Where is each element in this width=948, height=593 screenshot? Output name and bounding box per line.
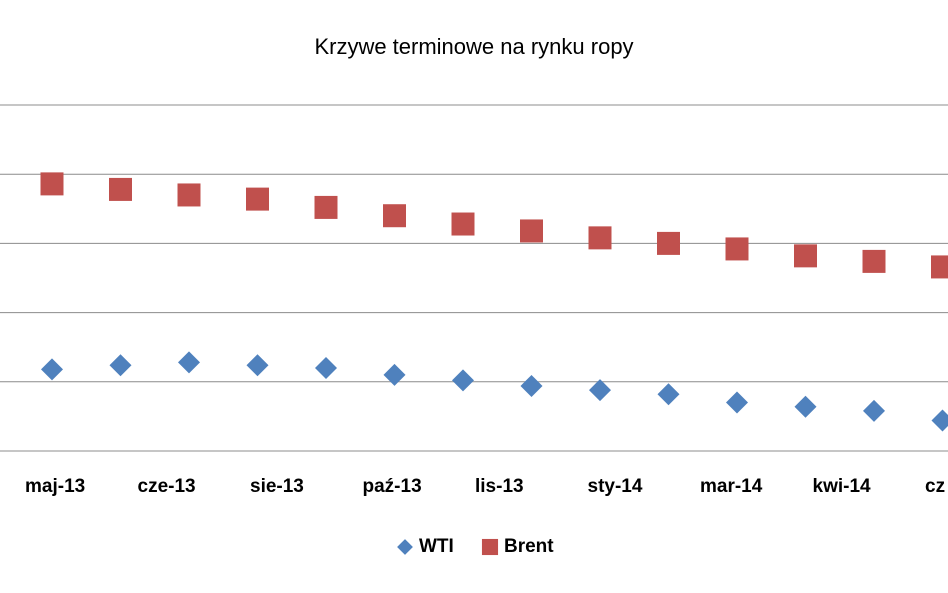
point: [452, 369, 474, 392]
point: [863, 399, 885, 422]
legend-label: Brent: [504, 536, 554, 557]
point: [383, 363, 406, 386]
x-tick-label: kwi-14: [813, 476, 872, 497]
point: [794, 395, 817, 418]
point: [588, 226, 612, 250]
x-tick-label: sty-14: [588, 476, 643, 497]
point: [178, 351, 200, 374]
point: [931, 255, 948, 279]
point: [931, 409, 948, 432]
point: [314, 195, 338, 219]
point: [383, 204, 406, 228]
point: [726, 391, 748, 414]
point: [41, 358, 63, 381]
point: [520, 219, 543, 243]
point: [246, 187, 269, 211]
point: [657, 383, 680, 406]
x-tick-label: cz: [925, 476, 945, 497]
legend-marker: [481, 538, 499, 556]
legend-marker: [397, 539, 413, 555]
legend-label: WTI: [419, 536, 454, 557]
point: [794, 244, 817, 268]
point: [657, 231, 680, 255]
point: [315, 356, 337, 379]
chart-title: Krzywe terminowe na rynku ropy: [314, 34, 633, 59]
x-tick-label: mar-14: [700, 476, 763, 497]
point: [109, 354, 132, 377]
x-tick-label: paź-13: [363, 476, 422, 497]
point: [177, 183, 201, 207]
point: [109, 177, 132, 201]
x-tick-label: cze-13: [138, 476, 196, 497]
x-tick-label: maj-13: [25, 476, 85, 497]
x-tick-label: lis-13: [475, 476, 524, 497]
point: [520, 374, 543, 397]
point: [451, 212, 475, 236]
x-tick-label: sie-13: [250, 476, 304, 497]
point: [589, 379, 611, 402]
point: [40, 172, 64, 196]
point: [862, 249, 886, 273]
point: [246, 354, 269, 377]
point: [725, 237, 749, 261]
